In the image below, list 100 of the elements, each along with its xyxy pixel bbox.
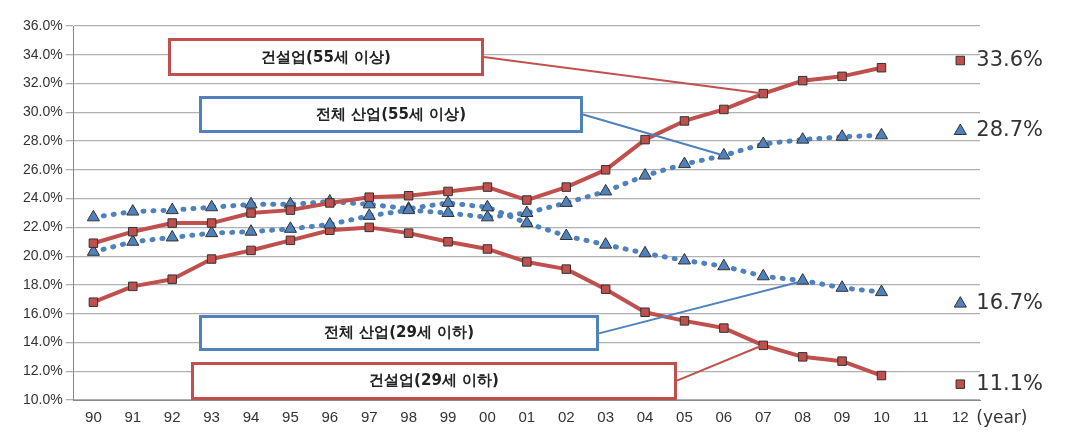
x-tick-label: 05 xyxy=(676,408,693,426)
point xyxy=(323,217,337,229)
point xyxy=(88,297,99,307)
y-tick-label: 20.0% xyxy=(22,247,63,264)
x-tick-label: 91 xyxy=(124,408,142,426)
point xyxy=(246,208,256,218)
y-tick-label: 10.0% xyxy=(22,390,63,407)
x-tick-label: 02 xyxy=(557,408,575,426)
point xyxy=(364,222,374,233)
point xyxy=(285,205,296,215)
point xyxy=(364,192,374,202)
point xyxy=(955,379,966,389)
point xyxy=(205,199,219,212)
x-tick-label: 97 xyxy=(360,408,378,426)
x-tick-label: 06 xyxy=(715,408,733,426)
point xyxy=(520,215,534,228)
callout: 건설업(55세 이상) xyxy=(168,38,766,96)
point xyxy=(876,62,887,73)
x-tick-label: 96 xyxy=(321,408,339,426)
x-tick-label: 03 xyxy=(597,408,614,426)
y-tick-label: 12.0% xyxy=(22,362,63,379)
point xyxy=(796,132,810,144)
point xyxy=(206,218,217,228)
point xyxy=(205,225,219,238)
point xyxy=(874,127,889,140)
point xyxy=(285,235,296,246)
point xyxy=(559,228,573,241)
x-tick-label: 99 xyxy=(439,408,457,426)
point xyxy=(717,258,731,271)
point xyxy=(522,257,532,267)
point xyxy=(758,340,769,351)
point xyxy=(441,195,455,207)
x-tick-label: 94 xyxy=(242,408,260,426)
point xyxy=(677,252,692,265)
point xyxy=(835,280,849,292)
point xyxy=(638,168,652,180)
point xyxy=(443,237,453,247)
point xyxy=(246,245,256,256)
point xyxy=(86,209,100,222)
data-label: 28.7% xyxy=(976,117,1044,142)
y-tick-label: 16.0% xyxy=(22,304,63,321)
point xyxy=(482,244,493,254)
y-tick-label: 30.0% xyxy=(22,103,63,120)
point xyxy=(874,284,889,297)
y-tick-label: 32.0% xyxy=(22,74,63,91)
point xyxy=(835,129,849,141)
callout: 전체 산업(29세 이하) xyxy=(199,278,805,351)
point xyxy=(797,352,808,362)
point xyxy=(522,195,532,205)
data-label: 11.1% xyxy=(976,370,1044,395)
point xyxy=(758,88,769,99)
point xyxy=(482,182,493,192)
point xyxy=(167,274,177,284)
point xyxy=(126,204,140,216)
point xyxy=(88,238,99,248)
point xyxy=(561,182,571,192)
x-tick-label: 12 xyxy=(951,408,969,426)
point xyxy=(719,323,729,333)
point xyxy=(167,218,177,228)
point xyxy=(837,356,847,366)
x-tick-label: 10 xyxy=(873,408,890,426)
x-tick-label: 95 xyxy=(282,408,299,426)
point xyxy=(520,205,534,217)
point xyxy=(244,196,258,209)
point xyxy=(480,199,495,212)
point xyxy=(679,116,690,126)
point xyxy=(677,156,692,169)
point xyxy=(876,370,887,381)
point xyxy=(362,208,376,220)
x-tick-label: 11 xyxy=(913,408,929,426)
point xyxy=(128,281,138,292)
data-label: 33.6% xyxy=(976,46,1044,71)
point xyxy=(717,147,731,160)
point xyxy=(600,284,611,294)
point xyxy=(756,136,770,148)
point xyxy=(837,71,847,82)
point xyxy=(480,209,495,222)
point xyxy=(797,75,808,86)
point xyxy=(441,205,455,217)
point xyxy=(443,186,453,197)
point xyxy=(403,228,414,238)
point xyxy=(640,134,650,145)
point xyxy=(599,237,613,249)
point xyxy=(599,183,613,196)
y-tick-label: 22.0% xyxy=(22,218,63,235)
x-tick-label: 98 xyxy=(400,408,417,426)
y-tick-label: 24.0% xyxy=(22,189,63,206)
x-tick-label: 92 xyxy=(163,408,181,426)
x-tick-label: 90 xyxy=(85,408,102,426)
y-tick-label: 18.0% xyxy=(22,275,63,292)
x-tick-label: 04 xyxy=(636,408,654,426)
point xyxy=(165,229,179,242)
y-tick-label: 26.0% xyxy=(22,160,63,177)
point xyxy=(953,123,967,136)
x-tick-label: 09 xyxy=(833,408,851,426)
point xyxy=(283,221,297,233)
y-tick-label: 14.0% xyxy=(22,333,63,350)
point xyxy=(128,226,138,237)
y-tick-label: 36.0% xyxy=(22,16,63,33)
point xyxy=(165,202,179,215)
